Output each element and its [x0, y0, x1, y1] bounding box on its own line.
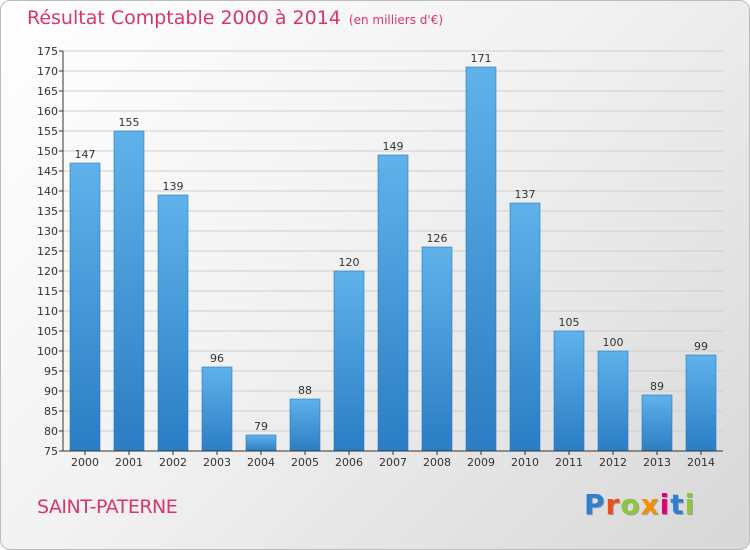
- commune-name: SAINT-PATERNE: [37, 496, 178, 518]
- y-tick-label: 80: [44, 425, 58, 438]
- y-tick-label: 155: [37, 125, 58, 138]
- x-tick-label: 2008: [423, 456, 451, 469]
- logo-letter: x: [640, 488, 660, 521]
- x-tick-label: 2003: [203, 456, 231, 469]
- y-tick-label: 160: [37, 105, 58, 118]
- x-tick-label: 2010: [511, 456, 539, 469]
- bar-2006: [333, 270, 365, 452]
- y-tick-label: 75: [44, 445, 58, 458]
- axis-layer: 75 80 85 90 95 100 105 110 115 120 125 130 135 140 145…: [37, 45, 723, 469]
- y-tick-label: 130: [37, 225, 58, 238]
- data-label: 137: [515, 188, 536, 201]
- bar-2008: [421, 246, 453, 452]
- y-tick-label: 90: [44, 385, 58, 398]
- x-tick-label: 2005: [291, 456, 319, 469]
- proxiti-logo[interactable]: Proxiti: [584, 488, 695, 521]
- y-tick-label: 115: [37, 285, 58, 298]
- chart-title: Résultat Comptable 2000 à 2014 (en millie…: [27, 7, 443, 29]
- y-tick-label: 170: [37, 65, 58, 78]
- data-label: 149: [383, 140, 404, 153]
- logo-letter: P: [584, 488, 606, 521]
- y-tick-label: 125: [37, 245, 58, 258]
- logo-letter: i: [659, 488, 671, 521]
- title-unit: (en milliers d'€): [348, 13, 444, 27]
- y-tick-label: 105: [37, 325, 58, 338]
- bar-2007: [377, 154, 409, 452]
- bar-2002: [157, 194, 189, 452]
- logo-letter: o: [620, 488, 641, 521]
- y-tick-label: 175: [37, 45, 58, 58]
- x-tick-label: 2004: [247, 456, 275, 469]
- bar-2001: [113, 130, 145, 452]
- x-tick-label: 2002: [159, 456, 187, 469]
- y-tick-label: 110: [37, 305, 58, 318]
- data-label: 126: [427, 232, 448, 245]
- x-tick-label: 2006: [335, 456, 363, 469]
- x-tick-label: 2011: [555, 456, 583, 469]
- bar-2004: [245, 434, 277, 452]
- data-label: 89: [650, 380, 664, 393]
- x-tick-label: 2014: [687, 456, 715, 469]
- bar-2011: [553, 330, 585, 452]
- y-tick-label: 140: [37, 185, 58, 198]
- bar-2014: [685, 354, 717, 452]
- bar-2005: [289, 398, 321, 452]
- y-tick-label: 150: [37, 145, 58, 158]
- y-tick-label: 120: [37, 265, 58, 278]
- x-tick-label: 2009: [467, 456, 495, 469]
- x-tick-label: 2001: [115, 456, 143, 469]
- y-tick-label: 165: [37, 85, 58, 98]
- logo-letter: t: [670, 488, 685, 521]
- y-tick-label: 95: [44, 365, 58, 378]
- data-label: 171: [471, 52, 492, 65]
- bars-layer: [69, 66, 717, 452]
- y-tick-label: 145: [37, 165, 58, 178]
- y-tick-label: 135: [37, 205, 58, 218]
- title-text: Résultat Comptable 2000 à 2014: [27, 7, 341, 29]
- data-label: 79: [254, 420, 268, 433]
- x-tick-label: 2000: [71, 456, 99, 469]
- data-label: 88: [298, 384, 312, 397]
- y-tick-label: 100: [37, 345, 58, 358]
- bar-2009: [465, 66, 497, 452]
- logo-letter: i: [684, 488, 696, 521]
- data-label: 105: [559, 316, 580, 329]
- logo-letter: r: [605, 488, 621, 521]
- data-label: 120: [339, 256, 360, 269]
- x-tick-label: 2012: [599, 456, 627, 469]
- data-label: 147: [75, 148, 96, 161]
- data-label: 99: [694, 340, 708, 353]
- data-label: 96: [210, 352, 224, 365]
- labels-layer: 147 155 139 96 79 88 120 149 126 171 137 105 100 89 99: [75, 52, 709, 433]
- y-tick-label: 85: [44, 405, 58, 418]
- data-label: 139: [163, 180, 184, 193]
- bar-2010: [509, 202, 541, 452]
- bar-2000: [69, 162, 101, 452]
- data-label: 100: [603, 336, 624, 349]
- bar-2013: [641, 394, 673, 452]
- bar-2012: [597, 350, 629, 452]
- bar-2003: [201, 366, 233, 452]
- x-tick-label: 2013: [643, 456, 671, 469]
- data-label: 155: [119, 116, 140, 129]
- x-tick-label: 2007: [379, 456, 407, 469]
